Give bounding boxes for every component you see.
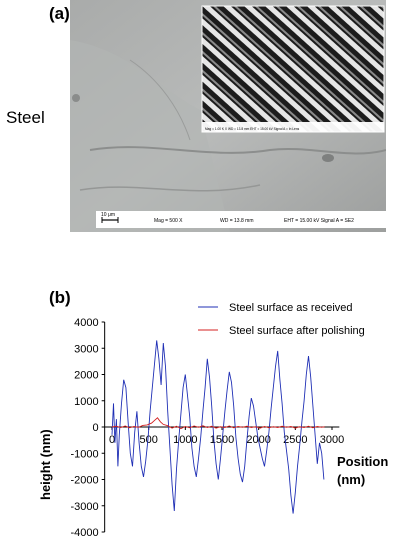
y-axis-label: height (nm) bbox=[38, 429, 53, 500]
x-tick-label: 2500 bbox=[283, 434, 307, 446]
legend-label-polished: Steel surface after polishing bbox=[229, 325, 365, 337]
x-tick-label: 1000 bbox=[173, 434, 197, 446]
height-profile-chart: 4000 3000 2000 1000 0 -1000 -2000 -3000 -4000 0 5… bbox=[38, 302, 388, 539]
sem-info-bar: 10 μm Mag = 500 X WD = 13.8 mm EHT = 15.… bbox=[96, 211, 386, 228]
y-tick-label: 1000 bbox=[74, 396, 98, 408]
x-axis-ticks: 0 500 1000 1500 2000 2500 3000 bbox=[109, 427, 344, 446]
panel-b-label: (b) bbox=[49, 288, 71, 307]
legend-label-received: Steel surface as received bbox=[229, 302, 353, 314]
y-tick-label: -1000 bbox=[71, 448, 99, 460]
sem-mag: Mag = 500 X bbox=[154, 218, 183, 224]
x-axis-label-line2: (nm) bbox=[337, 472, 365, 487]
y-tick-label: -4000 bbox=[71, 527, 99, 539]
inset-info: Mag = 1.00 K X WD = 13.8 mm EHT = 15.00 … bbox=[205, 127, 300, 131]
steel-side-label: Steel bbox=[6, 108, 45, 127]
x-axis-label-line1: Position bbox=[337, 454, 388, 469]
x-tick-label: 0 bbox=[109, 434, 115, 446]
sem-micrograph: Mag = 1.00 K X WD = 13.8 mm EHT = 15.00 … bbox=[70, 0, 386, 232]
y-tick-label: -2000 bbox=[71, 475, 99, 487]
sem-wd: WD = 13.8 mm bbox=[220, 218, 253, 224]
legend: Steel surface as received Steel surface … bbox=[198, 302, 365, 337]
y-tick-label: 3000 bbox=[74, 343, 98, 355]
scale-bar-label: 10 μm bbox=[101, 212, 115, 218]
y-tick-label: 4000 bbox=[74, 317, 98, 329]
y-axis-ticks: 4000 3000 2000 1000 0 -1000 -2000 -3000 -4000 bbox=[71, 317, 105, 539]
sem-inset: Mag = 1.00 K X WD = 13.8 mm EHT = 15.00 … bbox=[201, 5, 385, 133]
y-tick-label: 2000 bbox=[74, 370, 98, 382]
x-tick-label: 500 bbox=[139, 434, 157, 446]
sem-eht: EHT = 15.00 kV Signal A = SE2 bbox=[284, 218, 354, 224]
y-tick-label: -3000 bbox=[71, 501, 99, 513]
y-tick-label: 0 bbox=[93, 422, 99, 434]
panel-a-label: (a) bbox=[49, 4, 70, 23]
x-tick-label: 3000 bbox=[320, 434, 344, 446]
series-line-polished bbox=[111, 417, 325, 430]
series-line-received bbox=[111, 340, 325, 514]
